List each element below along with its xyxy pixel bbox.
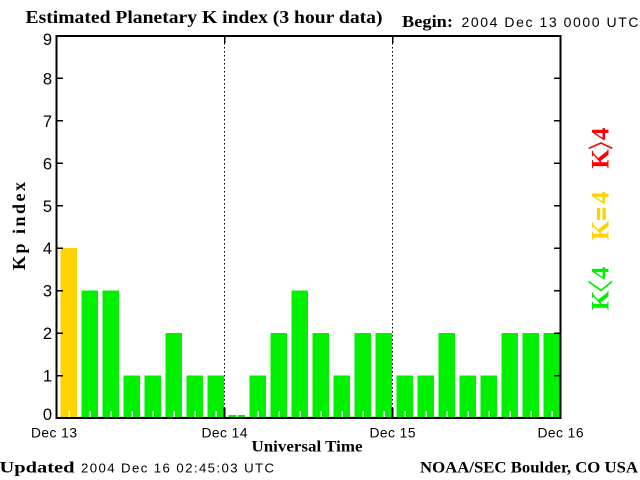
svg-text:2004 Dec 16 02:45:03 UTC: 2004 Dec 16 02:45:03 UTC	[81, 461, 274, 476]
svg-text:Dec 16: Dec 16	[538, 426, 584, 441]
svg-text:1: 1	[43, 368, 52, 386]
svg-text:Universal Time: Universal Time	[252, 439, 363, 456]
svg-text:0: 0	[43, 406, 52, 424]
svg-text:Estimated Planetary K index (3: Estimated Planetary K index (3 hour data…	[26, 7, 383, 28]
svg-text:Dec 15: Dec 15	[370, 426, 416, 441]
svg-text:4: 4	[588, 266, 615, 279]
svg-text:Kp index: Kp index	[9, 182, 29, 270]
svg-text:Begin:: Begin:	[402, 12, 453, 31]
svg-text:2004 Dec 13 0000 UTC: 2004 Dec 13 0000 UTC	[462, 14, 639, 30]
svg-text:4: 4	[588, 191, 615, 204]
svg-text:Dec 13: Dec 13	[31, 426, 77, 441]
svg-text:2: 2	[43, 325, 52, 343]
svg-text:Dec 14: Dec 14	[202, 426, 248, 441]
svg-text:K: K	[588, 149, 615, 169]
svg-text:5: 5	[43, 198, 52, 216]
svg-text:9: 9	[43, 31, 52, 49]
svg-text:K: K	[588, 290, 615, 310]
svg-text:7: 7	[43, 113, 52, 131]
svg-text:4: 4	[588, 127, 615, 140]
svg-text:4: 4	[43, 240, 52, 258]
svg-text:NOAA/SEC Boulder, CO USA: NOAA/SEC Boulder, CO USA	[420, 460, 638, 477]
svg-text:Updated: Updated	[0, 460, 75, 477]
svg-text:K: K	[588, 220, 615, 240]
svg-text:8: 8	[43, 70, 52, 88]
svg-text:6: 6	[43, 155, 52, 173]
svg-text:3: 3	[43, 283, 52, 301]
